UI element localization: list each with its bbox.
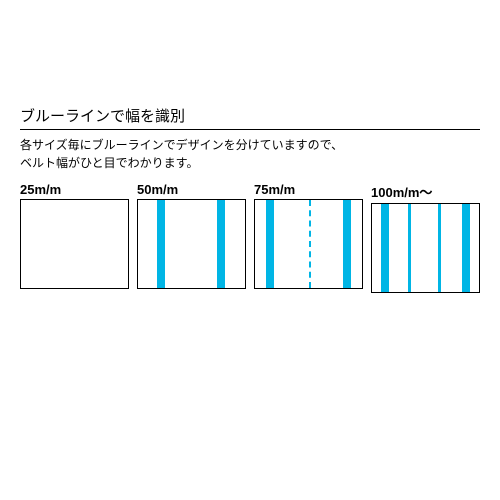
diagram-row: 25m/m 50m/m 75m/m 100m/m～: [20, 182, 480, 293]
description-line-1: 各サイズ毎にブルーラインでデザインを分けていますので、: [20, 138, 343, 152]
diagram-title: ブルーラインで幅を識別: [20, 105, 480, 130]
blue-line-stripe: [157, 200, 165, 288]
size-label: 50m/m: [137, 182, 246, 197]
blue-line-stripe: [266, 200, 274, 288]
size-box-25: [20, 199, 129, 289]
diagram-container: ブルーラインで幅を識別 各サイズ毎にブルーラインでデザインを分けていますので、 …: [20, 105, 480, 293]
size-item-75: 75m/m: [254, 182, 363, 293]
blue-line-stripe: [343, 200, 351, 288]
size-label: 25m/m: [20, 182, 129, 197]
blue-line-stripe: [217, 200, 225, 288]
blue-line-stripe: [309, 200, 311, 288]
size-label: 100m/m～: [371, 182, 480, 201]
size-item-25: 25m/m: [20, 182, 129, 293]
size-box-50: [137, 199, 246, 289]
blue-line-stripe: [408, 204, 411, 292]
size-item-100: 100m/m～: [371, 182, 480, 293]
size-label: 75m/m: [254, 182, 363, 197]
size-item-50: 50m/m: [137, 182, 246, 293]
blue-line-stripe: [438, 204, 441, 292]
size-box-75: [254, 199, 363, 289]
diagram-description: 各サイズ毎にブルーラインでデザインを分けていますので、 ベルト幅がひと目でわかり…: [20, 136, 480, 172]
description-line-2: ベルト幅がひと目でわかります。: [20, 156, 198, 170]
blue-line-stripe: [381, 204, 389, 292]
blue-line-stripe: [462, 204, 470, 292]
size-box-100: [371, 203, 480, 293]
